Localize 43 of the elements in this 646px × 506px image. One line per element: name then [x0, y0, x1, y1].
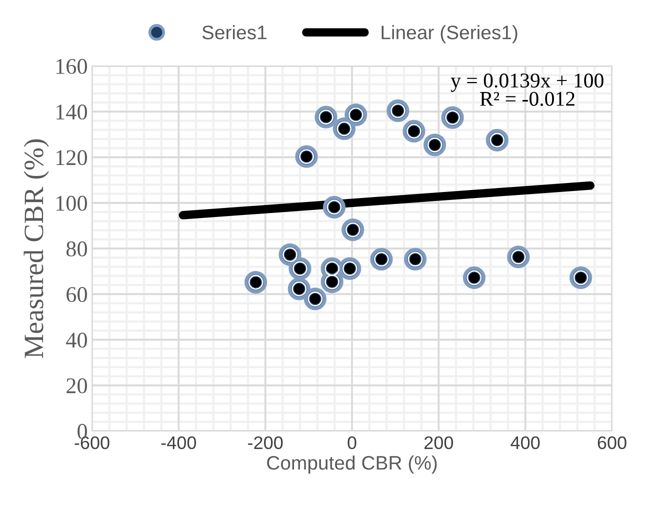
y-tick-label: 160 [56, 58, 87, 74]
point [402, 120, 426, 143]
y-tick-label: 100 [56, 196, 87, 211]
point [278, 243, 302, 266]
legend-label: Series1 [202, 25, 266, 40]
x-tick-label: 200 [424, 436, 454, 450]
legend-label: Linear (Series1) [382, 25, 518, 44]
point [404, 248, 427, 271]
x-tick-label: 600 [598, 436, 626, 450]
point [507, 246, 530, 268]
point [304, 288, 326, 310]
point [441, 106, 464, 129]
point [244, 270, 268, 294]
point [320, 270, 344, 294]
y-tick-label: 120 [56, 150, 87, 166]
point [342, 218, 364, 242]
point [386, 99, 410, 122]
point [295, 145, 318, 168]
y-tick-label: 60 [66, 287, 87, 302]
point [344, 104, 368, 126]
point [332, 117, 356, 140]
point [314, 106, 338, 128]
y-tick-label: 140 [56, 104, 87, 120]
x-tick-label: -400 [161, 436, 196, 450]
point [423, 134, 446, 156]
point [288, 257, 312, 280]
x-tick-label: 0 [348, 436, 356, 450]
point [569, 266, 592, 290]
y-tick-label: 80 [66, 241, 87, 256]
point [486, 128, 508, 152]
point [338, 257, 362, 280]
annotation: y = 0.0139x + 100 [450, 74, 604, 92]
y-tick-label: 40 [66, 332, 87, 348]
y-tick-label: 20 [66, 378, 87, 394]
x-tick-label: -200 [248, 436, 283, 450]
point [322, 196, 346, 219]
point [288, 278, 310, 300]
x-tick-label: 400 [510, 436, 540, 450]
annotation: R² = -0.012 [480, 92, 574, 106]
x-axis-title: Computed CBR (%) [267, 455, 437, 474]
point [370, 248, 393, 271]
y-axis-title: Measured CBR (%) [24, 139, 49, 358]
point [462, 266, 486, 290]
